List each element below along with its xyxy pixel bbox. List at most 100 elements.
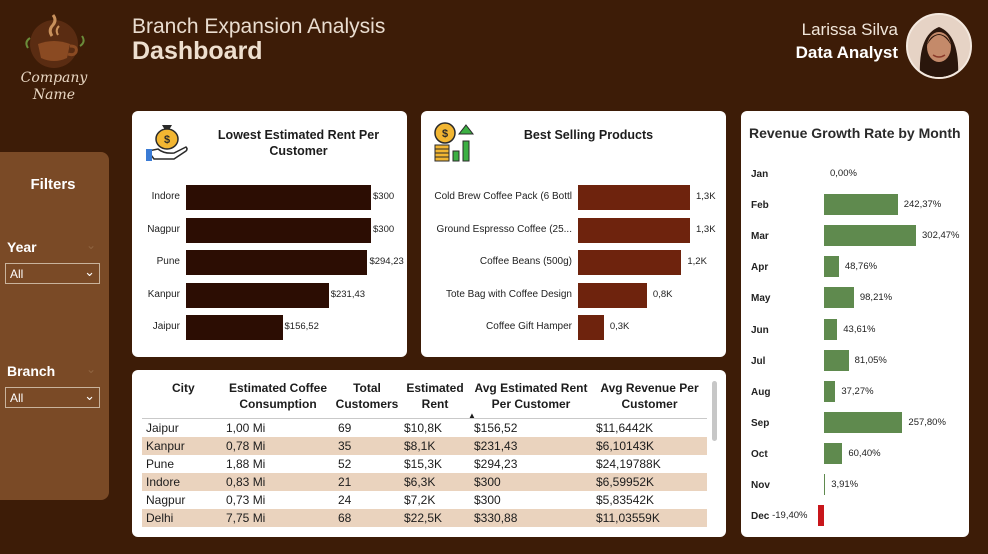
product-bar[interactable] bbox=[578, 250, 682, 275]
growth-bar[interactable] bbox=[824, 225, 916, 247]
table-row[interactable]: Delhi 7,75 Mi 68 $22,5K $330,88 $11,03559K bbox=[142, 508, 707, 527]
month-label: Jan bbox=[751, 169, 769, 180]
growth-bar[interactable] bbox=[824, 194, 898, 216]
branch-dropdown-value: All bbox=[10, 391, 24, 405]
rent-bar[interactable] bbox=[186, 250, 368, 275]
coins-growth-icon: $ bbox=[434, 122, 475, 162]
products-chart-card: $ Best Selling Products Cold Brew Coffee… bbox=[421, 111, 726, 357]
year-filter-label: Year bbox=[7, 239, 37, 255]
user-portrait-icon bbox=[908, 15, 970, 77]
month-label: Sep bbox=[751, 417, 770, 429]
growth-bar-value: 3,91% bbox=[831, 479, 859, 490]
month-label: Mar bbox=[751, 231, 769, 243]
branch-chevron-icon[interactable]: ⌄ bbox=[86, 362, 97, 376]
growth-bar-value: 98,21% bbox=[859, 292, 893, 304]
table-cell: 0,83 Mi bbox=[222, 472, 334, 491]
rent-chart-title: Lowest Estimated Rent Per Customer bbox=[217, 128, 380, 158]
table-row[interactable]: Kanpur 0,78 Mi 35 $8,1K $231,43 $6,10143K bbox=[142, 436, 707, 455]
month-label: Jul bbox=[751, 355, 766, 367]
branch-dropdown[interactable]: All ⌄ bbox=[5, 387, 100, 408]
table-cell: $294,23 bbox=[474, 456, 518, 471]
year-dropdown[interactable]: All ⌄ bbox=[5, 263, 100, 284]
product-bar-value: 1,3K bbox=[696, 191, 716, 202]
month-label: Feb bbox=[751, 200, 769, 212]
growth-bar[interactable] bbox=[824, 380, 836, 402]
col-header-avg-rent[interactable]: Avg Estimated Rent Per Customer ▲ bbox=[468, 380, 592, 420]
money-bag-hand-icon: $ bbox=[146, 125, 188, 161]
table-cell: Jaipur bbox=[146, 420, 179, 435]
growth-bar[interactable] bbox=[824, 442, 843, 464]
growth-bar[interactable] bbox=[824, 287, 854, 309]
col-header-customers[interactable]: Total Customers bbox=[335, 381, 399, 411]
table-row[interactable]: Jaipur 1,00 Mi 69 $10,8K $156,52 $11,6442K bbox=[142, 418, 707, 437]
rent-bar-value: $156,52 bbox=[284, 321, 319, 332]
table-cell: $156,52 bbox=[474, 420, 518, 435]
revenue-growth-card: Revenue Growth Rate by Month Jan 0,00% Feb… bbox=[741, 111, 969, 537]
col-header-avg-revenue[interactable]: Avg Revenue Per Customer bbox=[600, 381, 699, 411]
table-cell: 21 bbox=[334, 472, 400, 491]
filters-panel: Filters Year ⌄ All ⌄ Branch ⌄ All ⌄ bbox=[0, 152, 109, 500]
col-header-consumption[interactable]: Estimated Coffee Consumption bbox=[228, 381, 328, 411]
rent-bar[interactable] bbox=[186, 217, 371, 243]
table-row[interactable]: Nagpur 0,73 Mi 24 $7,2K $300 $5,83542K bbox=[142, 491, 707, 509]
growth-bar-value: 302,47% bbox=[922, 230, 960, 242]
table-cell: Indore bbox=[142, 472, 222, 491]
table-row[interactable]: Pune 1,88 Mi 52 $15,3K $294,23 $24,19788K bbox=[142, 455, 707, 473]
table-cell: $11,6442K bbox=[596, 420, 654, 435]
table-cell: $22,5K bbox=[400, 508, 470, 527]
rent-bar-value: $294,23 bbox=[369, 256, 404, 267]
table-cell: 35 bbox=[334, 436, 400, 455]
rent-chart-card: $ Lowest Estimated Rent Per Customer Ind… bbox=[132, 111, 407, 357]
growth-bar-value: -19,40% bbox=[772, 510, 808, 522]
growth-bar[interactable] bbox=[824, 411, 903, 433]
rent-bar[interactable] bbox=[186, 282, 329, 308]
growth-bar-value: 81,05% bbox=[854, 354, 887, 366]
table-cell: 24 bbox=[338, 492, 352, 507]
product-bar-label: Ground Espresso Coffee (25... bbox=[436, 223, 572, 235]
year-chevron-icon[interactable]: ⌄ bbox=[86, 238, 97, 252]
growth-bar[interactable] bbox=[818, 505, 824, 527]
rent-bar[interactable] bbox=[186, 315, 283, 340]
table-cell: $6,10143K bbox=[592, 436, 707, 455]
table-cell: $300 bbox=[474, 492, 501, 507]
rent-bar-label: Nagpur bbox=[147, 223, 180, 235]
growth-bar-value: 60,40% bbox=[848, 447, 881, 459]
product-bar[interactable] bbox=[578, 282, 647, 308]
table-cell: $330,88 bbox=[470, 508, 592, 527]
month-label: Aug bbox=[751, 386, 771, 398]
table-cell: $8,1K bbox=[400, 436, 470, 455]
growth-bar[interactable] bbox=[824, 256, 839, 278]
coffee-cup-logo-icon bbox=[25, 14, 85, 68]
product-bar-label: Tote Bag with Coffee Design bbox=[445, 288, 572, 300]
table-cell: 0,78 Mi bbox=[222, 436, 334, 455]
col-header-rent[interactable]: Estimated Rent bbox=[406, 381, 464, 411]
rent-bar-label: Pune bbox=[156, 256, 180, 267]
growth-bar[interactable] bbox=[824, 474, 826, 495]
product-bar[interactable] bbox=[578, 217, 690, 243]
growth-bar-value: 43,61% bbox=[843, 323, 876, 335]
table-cell: $15,3K bbox=[404, 456, 443, 471]
growth-bar[interactable] bbox=[824, 349, 849, 371]
table-cell: Kanpur bbox=[142, 436, 222, 455]
product-bar[interactable] bbox=[578, 315, 604, 340]
table-cell: $300 bbox=[470, 472, 592, 491]
product-bar-value: 0,3K bbox=[609, 321, 630, 332]
revenue-growth-title: Revenue Growth Rate by Month bbox=[749, 125, 961, 141]
chevron-down-icon: ⌄ bbox=[84, 264, 95, 279]
table-cell: $6,3K bbox=[400, 472, 470, 491]
growth-bar[interactable] bbox=[824, 318, 838, 340]
table-cell: $11,03559K bbox=[592, 508, 707, 527]
table-row[interactable]: Indore 0,83 Mi 21 $6,3K $300 $6,59952K bbox=[142, 472, 707, 491]
col-header-city[interactable]: City bbox=[172, 381, 195, 395]
rent-bar[interactable] bbox=[186, 185, 371, 210]
product-bar-label: Coffee Beans (500g) bbox=[479, 256, 572, 267]
product-bar[interactable] bbox=[578, 185, 690, 210]
table-cell: Nagpur bbox=[146, 492, 186, 507]
product-bar-value: 1,2K bbox=[687, 256, 707, 267]
table-cell: $24,19788K bbox=[596, 456, 661, 471]
table-cell: 0,73 Mi bbox=[226, 492, 266, 507]
table-cell: $10,8K bbox=[404, 420, 443, 435]
table-scrollbar[interactable] bbox=[712, 381, 717, 441]
product-bar-label: Coffee Gift Hamper bbox=[486, 321, 572, 332]
rent-bar-value: $300 bbox=[373, 191, 395, 202]
